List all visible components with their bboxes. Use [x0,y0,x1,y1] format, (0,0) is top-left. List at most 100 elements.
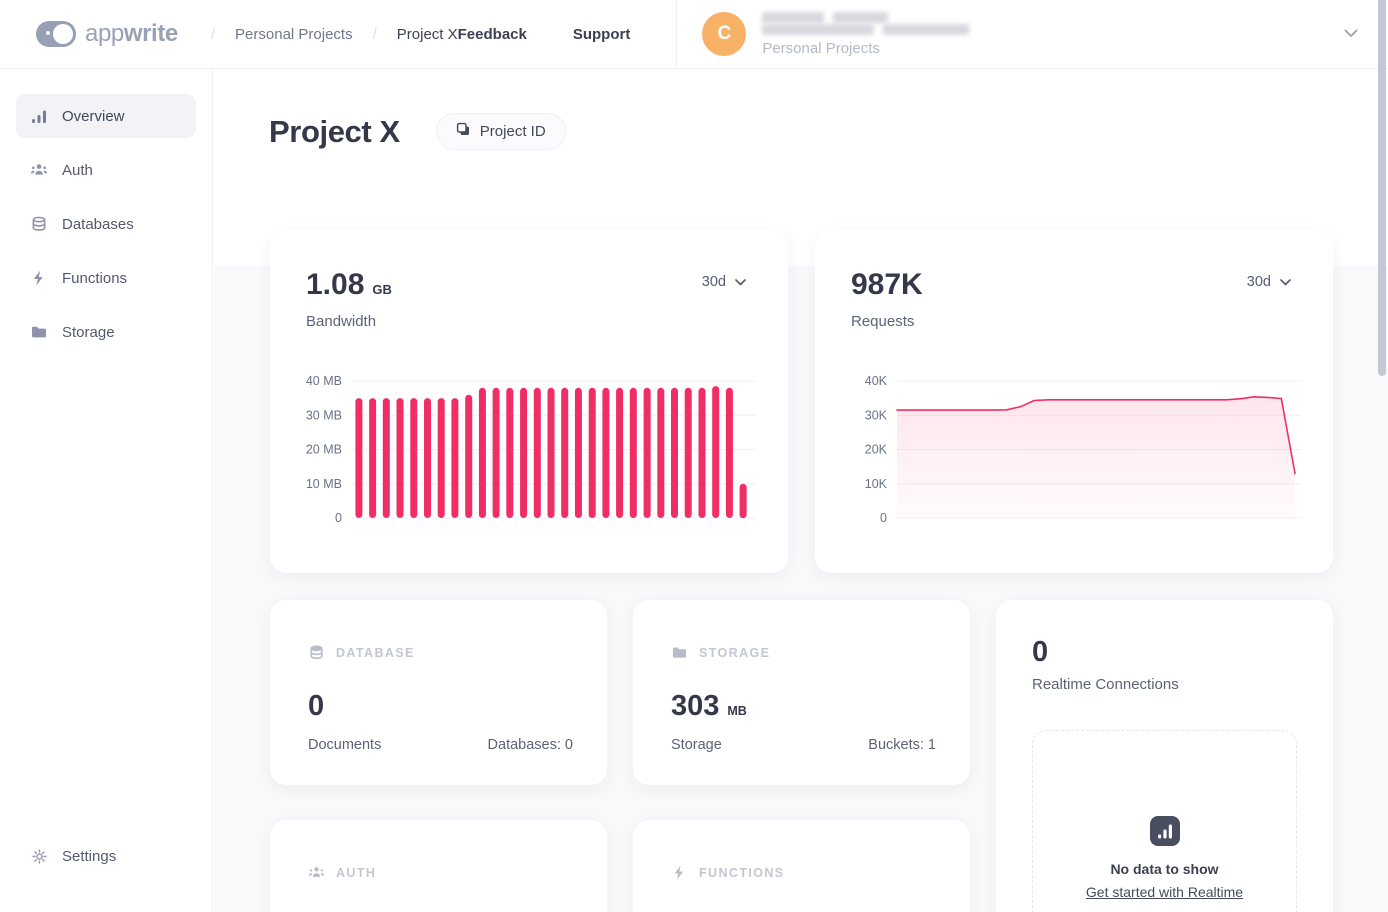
sidebar-item-databases[interactable]: Databases [16,202,196,246]
svg-text:30K: 30K [865,408,888,422]
requests-line-chart-svg: 0 10K 20K 30K 40K [865,374,1301,525]
sidebar-item-label: Functions [62,269,128,287]
breadcrumb-separator: / [372,25,377,43]
support-link[interactable]: Support [572,25,631,43]
database-footer: Documents Databases: 0 [308,737,573,753]
requests-label: Requests [851,313,915,330]
sidebar-item-settings[interactable]: Settings [16,834,197,878]
folder-icon [671,644,688,661]
requests-range-dropdown[interactable]: 30d [1247,274,1291,290]
requests-stat: 987K Requests [851,268,923,330]
breadcrumb-project-x[interactable]: Project X [396,25,458,43]
realtime-empty-state: No data to show Get started with Realtim… [1032,730,1297,912]
chevron-down-icon [1280,278,1291,285]
requests-chart: 0 10K 20K 30K 40K [843,370,1303,530]
database-section-label: DATABASE [336,645,415,660]
no-data-text: No data to show [1110,861,1219,877]
account-menu[interactable]: C Personal Projects [677,0,1388,69]
bandwidth-stat: 1.08 GB Bandwidth [306,268,392,330]
documents-count: 0 [308,690,325,722]
sidebar-item-functions[interactable]: Functions [16,256,196,300]
svg-text:40 MB: 40 MB [306,374,342,388]
chevron-down-icon [735,278,746,285]
storage-label: Storage [671,737,722,753]
realtime-connections-label: Realtime Connections [1032,676,1179,693]
requests-card: 987K Requests 30d 0 10K 20K 30K 40K [815,230,1333,573]
svg-text:10 MB: 10 MB [306,477,342,491]
feedback-link[interactable]: Feedback [457,25,527,43]
bandwidth-value: 1.08 [306,268,365,301]
requests-value: 987K [851,268,923,301]
bandwidth-card: 1.08 GB Bandwidth 30d 0 10 MB 20 MB 30 MB 40… [270,230,788,573]
realtime-connections-count: 0 [1032,636,1049,668]
breadcrumb-separator: / [210,25,216,43]
sidebar-item-overview[interactable]: Overview [16,94,196,138]
sidebar-item-label: Auth [62,161,93,179]
range-value: 30d [1246,274,1271,290]
sidebar-item-storage[interactable]: Storage [16,310,196,354]
folder-icon [30,323,48,341]
svg-text:20 MB: 20 MB [306,443,342,457]
users-icon [308,864,325,881]
database-card[interactable]: DATABASE 0 Documents Databases: 0 [270,600,607,785]
page-title: Project X [269,113,400,149]
svg-text:40K: 40K [865,374,888,388]
bandwidth-range-dropdown[interactable]: 30d [702,274,746,290]
databases-meta: Databases: 0 [487,737,573,753]
functions-section-label: FUNCTIONS [699,865,785,880]
avatar: C [702,12,747,56]
storage-section-header: STORAGE [671,644,770,661]
svg-text:0: 0 [335,511,342,525]
project-id-button[interactable]: Project ID [435,113,566,150]
scrollbar-thumb[interactable] [1378,0,1386,376]
top-bar: appwrite / Personal Projects / Project X… [0,0,1388,69]
svg-text:10K: 10K [865,477,888,491]
gear-icon [30,847,48,865]
auth-section-header: AUTH [308,864,376,881]
range-value: 30d [701,274,726,290]
redacted-account-name-2 [762,23,970,35]
svg-text:30 MB: 30 MB [306,408,342,422]
database-section-header: DATABASE [308,644,415,661]
bar-chart-icon [1149,816,1180,846]
sidebar-item-label: Databases [62,215,134,233]
topbar-divider [676,0,678,69]
svg-text:0: 0 [880,511,887,525]
bar-chart-icon [30,107,48,125]
bandwidth-unit: GB [372,282,392,297]
appwrite-logo-icon [36,21,76,47]
storage-card[interactable]: STORAGE 303 MB Storage Buckets: 1 [633,600,970,785]
database-icon [308,644,325,661]
redacted-account-name [762,11,969,23]
auth-section-label: AUTH [336,865,377,880]
functions-card[interactable]: FUNCTIONS [633,820,970,912]
users-icon [30,161,48,179]
appwrite-logo[interactable]: appwrite [36,21,178,47]
breadcrumb-personal-projects[interactable]: Personal Projects [235,25,353,43]
sidebar-item-label: Storage [62,323,115,341]
database-icon [30,215,48,233]
database-value-row: 0 [308,690,324,723]
documents-label: Documents [308,737,382,753]
bandwidth-label: Bandwidth [306,313,377,330]
sidebar-item-auth[interactable]: Auth [16,148,196,192]
page-header: Project X Project ID [269,113,566,150]
buckets-meta: Buckets: 1 [868,737,936,753]
storage-footer: Storage Buckets: 1 [671,737,936,753]
lightning-icon [671,864,688,881]
get-started-realtime-link[interactable]: Get started with Realtime [1085,884,1244,900]
bandwidth-bar-chart-svg: 0 10 MB 20 MB 30 MB 40 MB [306,374,756,525]
sidebar: Overview Auth Databases Functions Storag… [0,69,213,912]
scrollbar-track [1376,0,1388,912]
account-text: Personal Projects [762,11,970,57]
project-id-label: Project ID [479,123,546,140]
account-org-label: Personal Projects [762,39,880,57]
functions-section-header: FUNCTIONS [671,864,785,881]
chevron-down-icon [1344,25,1358,43]
storage-value-row: 303 MB [671,690,747,723]
main-content: Project X Project ID 1.08 GB Bandwidth 3… [214,70,1388,912]
auth-card[interactable]: AUTH [270,820,607,912]
appwrite-logo-text: appwrite [85,20,178,47]
bandwidth-chart: 0 10 MB 20 MB 30 MB 40 MB [298,370,758,530]
storage-section-label: STORAGE [699,645,771,660]
